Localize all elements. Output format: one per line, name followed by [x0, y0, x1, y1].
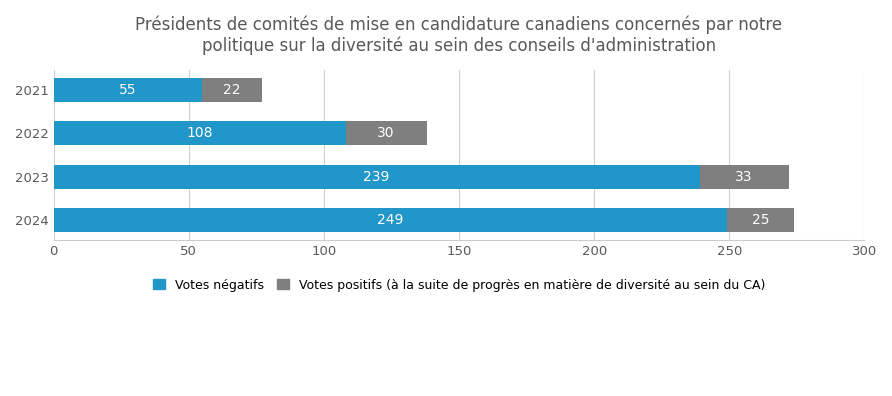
Title: Présidents de comités de mise en candidature canadiens concernés par notre
polit: Présidents de comités de mise en candida… — [136, 15, 782, 55]
Bar — [699, 165, 789, 188]
Text: 33: 33 — [735, 170, 753, 184]
Bar — [54, 122, 345, 145]
Text: 108: 108 — [186, 126, 213, 140]
Text: 30: 30 — [377, 126, 395, 140]
Text: 249: 249 — [377, 213, 403, 227]
Text: 55: 55 — [120, 83, 136, 97]
Bar — [202, 78, 261, 102]
Bar — [727, 208, 794, 232]
Bar — [54, 78, 202, 102]
Bar — [54, 208, 727, 232]
Text: 22: 22 — [223, 83, 241, 97]
Text: 239: 239 — [363, 170, 390, 184]
Bar — [54, 165, 699, 188]
Bar — [345, 122, 426, 145]
Text: 25: 25 — [752, 213, 769, 227]
Legend: Votes négatifs, Votes positifs (à la suite de progrès en matière de diversité au: Votes négatifs, Votes positifs (à la sui… — [146, 272, 772, 298]
